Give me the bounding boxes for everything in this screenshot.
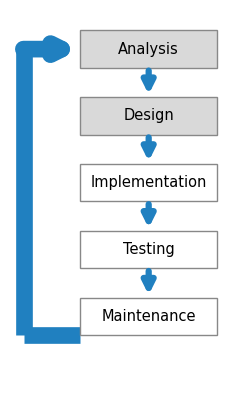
- Text: Analysis: Analysis: [118, 42, 179, 57]
- FancyBboxPatch shape: [80, 231, 217, 268]
- Text: Testing: Testing: [123, 242, 175, 257]
- FancyBboxPatch shape: [80, 97, 217, 134]
- FancyBboxPatch shape: [80, 164, 217, 201]
- Text: Maintenance: Maintenance: [101, 309, 196, 324]
- FancyBboxPatch shape: [80, 30, 217, 68]
- Text: Implementation: Implementation: [90, 175, 207, 190]
- Text: Design: Design: [123, 108, 174, 123]
- FancyBboxPatch shape: [80, 298, 217, 335]
